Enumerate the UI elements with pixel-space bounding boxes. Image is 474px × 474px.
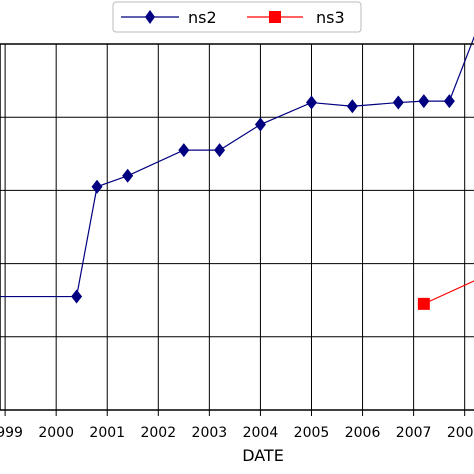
x-tick-label: 2003 [192,425,228,441]
legend-ns3-marker [269,11,281,23]
data-point-ns2 [305,95,317,110]
data-point-ns2 [71,289,83,304]
legend-box [112,1,362,33]
data-point-ns3 [417,297,430,310]
x-tick-label: 2000 [38,425,74,441]
data-point-ns2 [254,117,266,132]
legend: ns2 ns3 [112,1,362,33]
series-layer [0,35,474,310]
x-axis-label: DATE [242,446,284,465]
x-axis-ticks: 1999 2000 2001 2002 2003 2004 2005 2006 2007 2008 [0,410,474,441]
x-tick-label: 2001 [89,425,125,441]
data-point-ns2 [91,179,103,194]
data-point-ns2 [418,94,430,109]
legend-ns3-label: ns3 [316,8,345,27]
x-tick-label: 2008 [447,425,474,441]
x-tick-label: 1999 [0,425,23,441]
legend-ns2-marker [145,10,155,24]
data-point-ns2 [122,168,134,183]
series-line-ns3 [423,280,474,305]
data-point-ns2 [443,94,455,109]
legend-ns2-label: ns2 [188,8,217,27]
x-tick-label: 2002 [140,425,176,441]
data-point-ns2 [346,99,358,114]
grid [0,43,474,410]
x-tick-label: 2006 [345,425,381,441]
series-line-ns2 [0,35,474,298]
plot-frame [0,43,474,411]
x-tick-label: 2005 [294,425,330,441]
data-point-ns2 [392,95,404,110]
data-point-ns2 [214,143,226,158]
x-tick-label: 2007 [396,425,432,441]
data-point-ns2 [178,143,190,158]
x-tick-label: 2004 [243,425,279,441]
